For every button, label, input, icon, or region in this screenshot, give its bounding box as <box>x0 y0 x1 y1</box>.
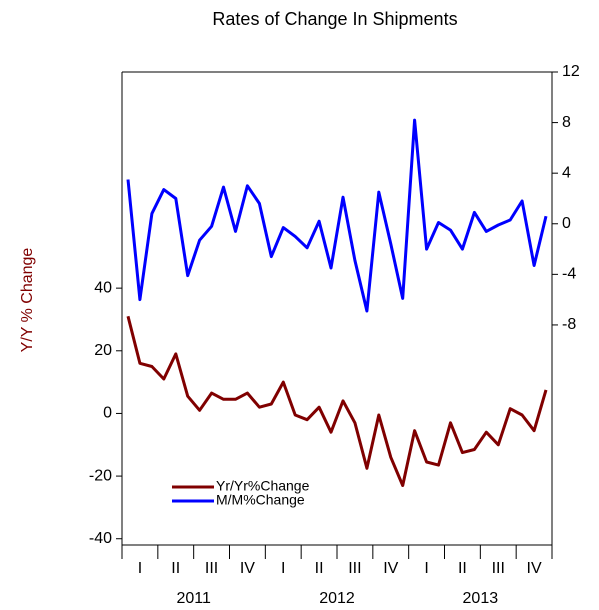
x-quarter-label: I <box>424 560 428 577</box>
y-tick-label: 20 <box>94 342 112 359</box>
x-quarter-label: IV <box>527 560 542 577</box>
x-quarter-label: I <box>281 560 285 577</box>
chart-title: Rates of Change In Shipments <box>212 9 457 29</box>
legend-label: M/M%Change <box>216 492 305 508</box>
y2-tick-label: 12 <box>562 63 580 80</box>
series-line <box>126 315 548 487</box>
x-year-label: 2011 <box>176 590 211 607</box>
x-quarter-label: III <box>492 560 505 577</box>
x-quarter-label: II <box>171 560 180 577</box>
x-quarter-label: II <box>315 560 324 577</box>
y2-tick-label: -4 <box>562 266 576 283</box>
series-line <box>126 118 548 313</box>
x-quarter-label: IV <box>240 560 255 577</box>
x-quarter-label: III <box>205 560 218 577</box>
y-axis-label: Y/Y % Change <box>19 248 36 353</box>
x-year-label: 2012 <box>319 590 355 607</box>
y-tick-label: -20 <box>89 467 112 484</box>
x-quarter-label: I <box>138 560 142 577</box>
x-year-label: 2013 <box>463 590 499 607</box>
x-quarter-label: II <box>458 560 467 577</box>
y2-tick-label: 4 <box>562 164 571 181</box>
y-tick-label: -40 <box>89 530 112 547</box>
legend-label: Yr/Yr%Change <box>216 478 310 494</box>
y2-tick-label: 0 <box>562 215 571 232</box>
x-quarter-label: III <box>348 560 361 577</box>
y2-tick-label: 8 <box>562 114 571 131</box>
plot-frame <box>121 71 553 546</box>
y2-tick-label: -8 <box>562 316 576 333</box>
x-quarter-label: IV <box>383 560 398 577</box>
y-tick-label: 40 <box>94 279 112 296</box>
y-tick-label: 0 <box>103 405 112 422</box>
